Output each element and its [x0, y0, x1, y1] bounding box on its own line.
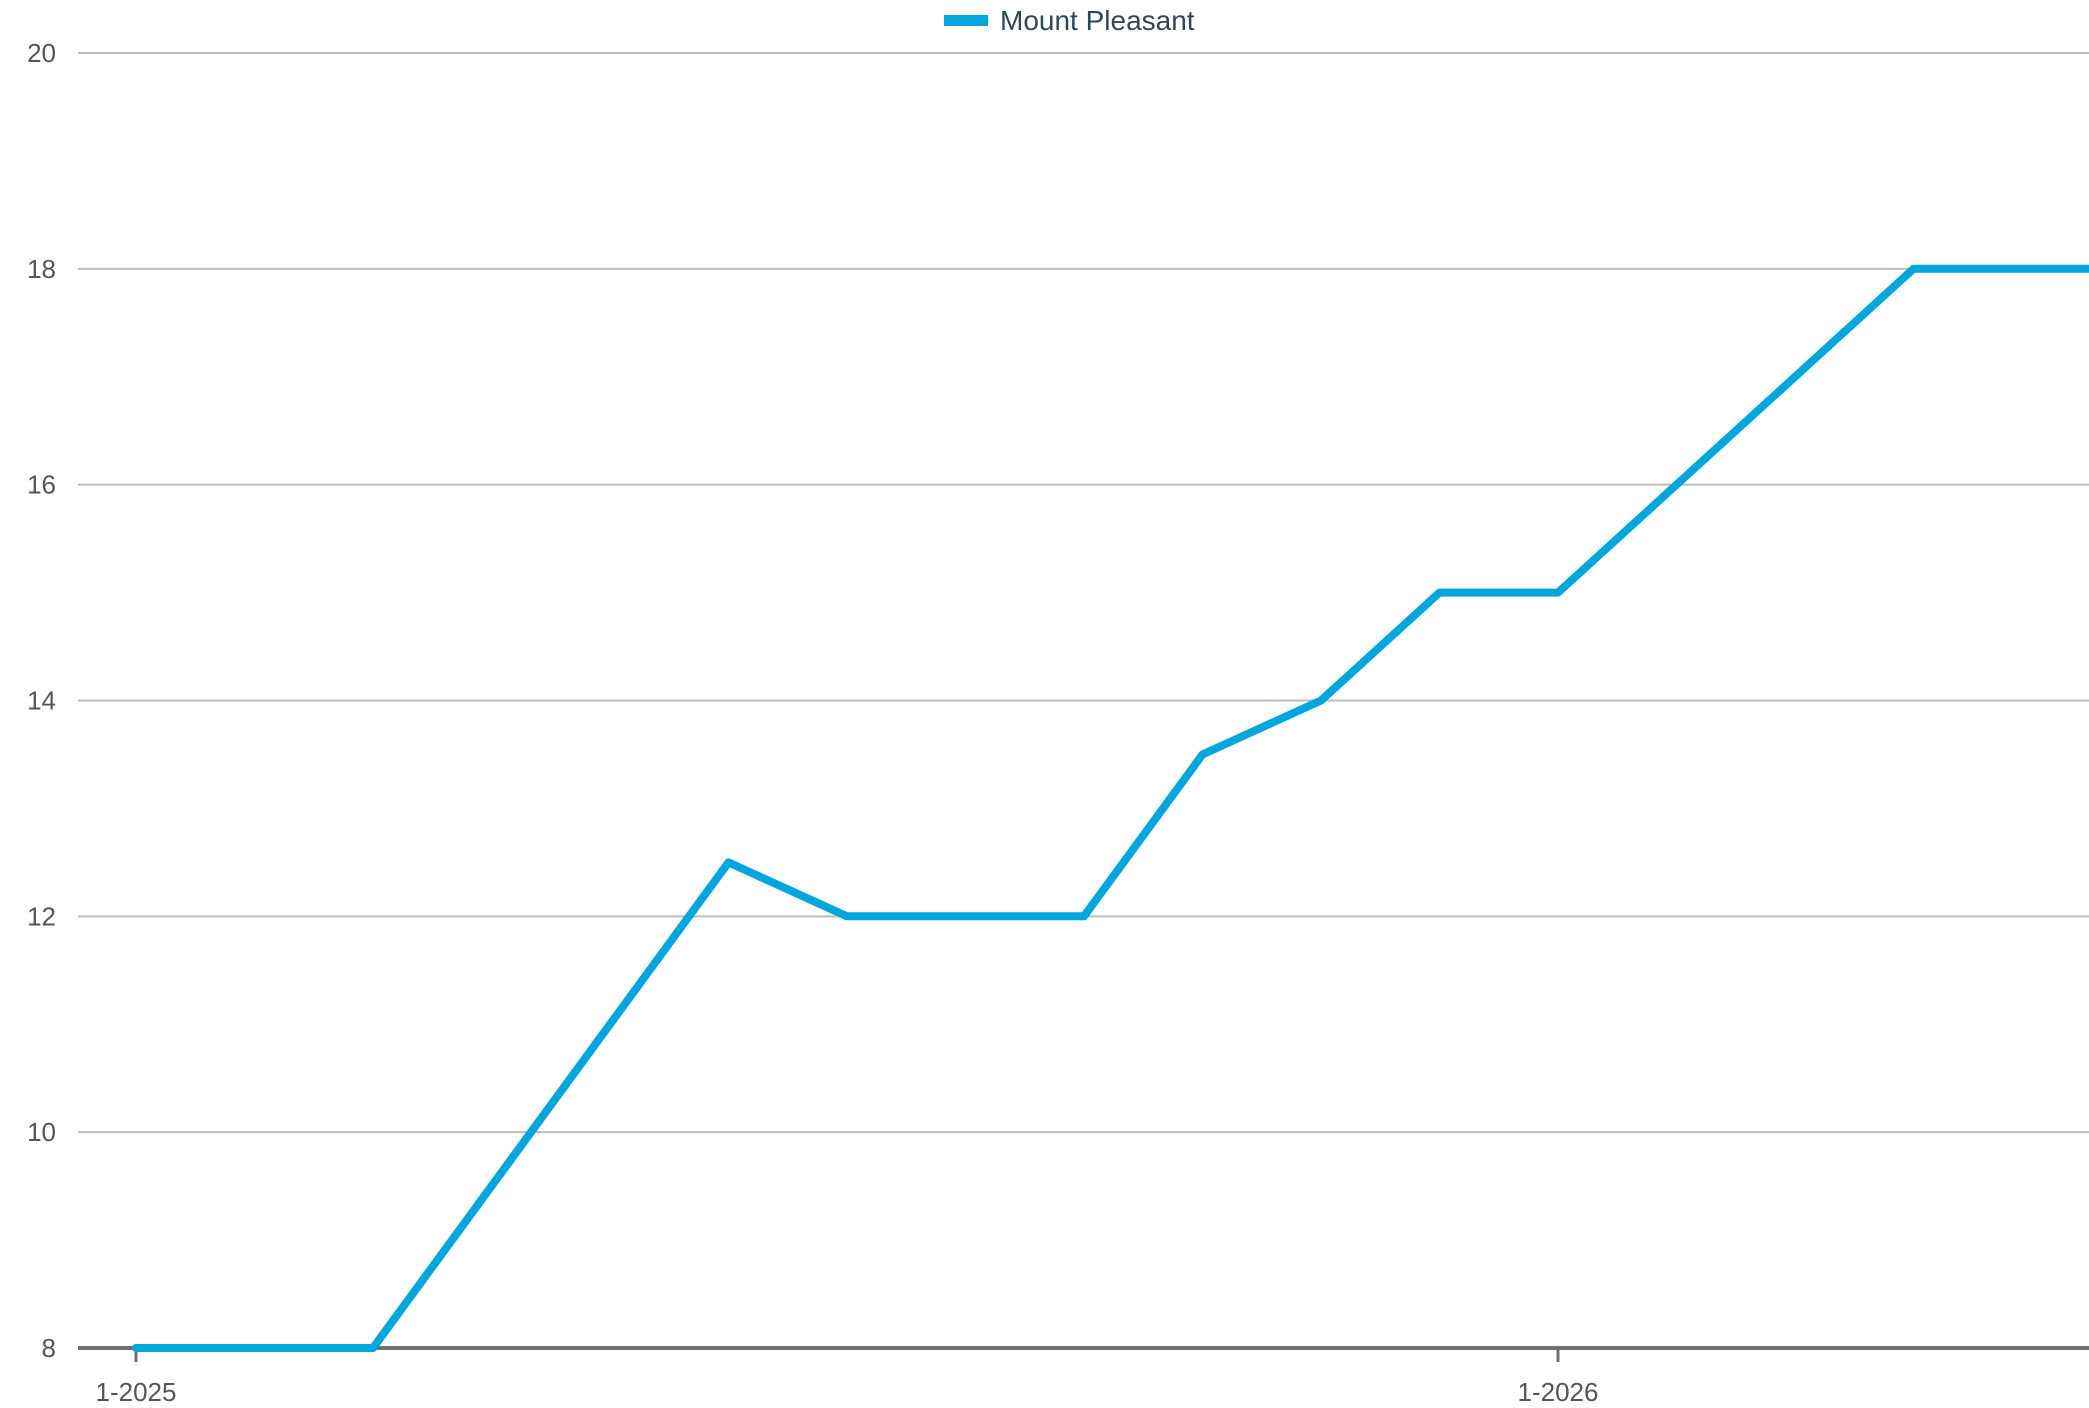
y-tick-label-18: 18: [27, 254, 56, 284]
y-tick-label-14: 14: [27, 686, 56, 716]
series-line-0: [132, 264, 2089, 1352]
y-tick-label-8: 8: [42, 1333, 56, 1363]
y-tick-label-12: 12: [27, 901, 56, 931]
x-tick-label-1-2025: 1-2025: [96, 1377, 177, 1407]
y-tick-label-10: 10: [27, 1117, 56, 1147]
series: [132, 264, 2089, 1352]
legend-label-mount-pleasant: Mount Pleasant: [1000, 5, 1195, 36]
y-tick-label-16: 16: [27, 470, 56, 500]
legend: Mount Pleasant: [944, 5, 1195, 36]
gridlines: [78, 52, 2089, 1134]
legend-swatch-mount-pleasant: [944, 15, 988, 26]
x-tick-label-1-2026: 1-2026: [1518, 1377, 1599, 1407]
y-tick-label-20: 20: [27, 38, 56, 68]
axes: 8 10 12 14 16 18 20 1-2025 1-2026: [27, 38, 2089, 1407]
